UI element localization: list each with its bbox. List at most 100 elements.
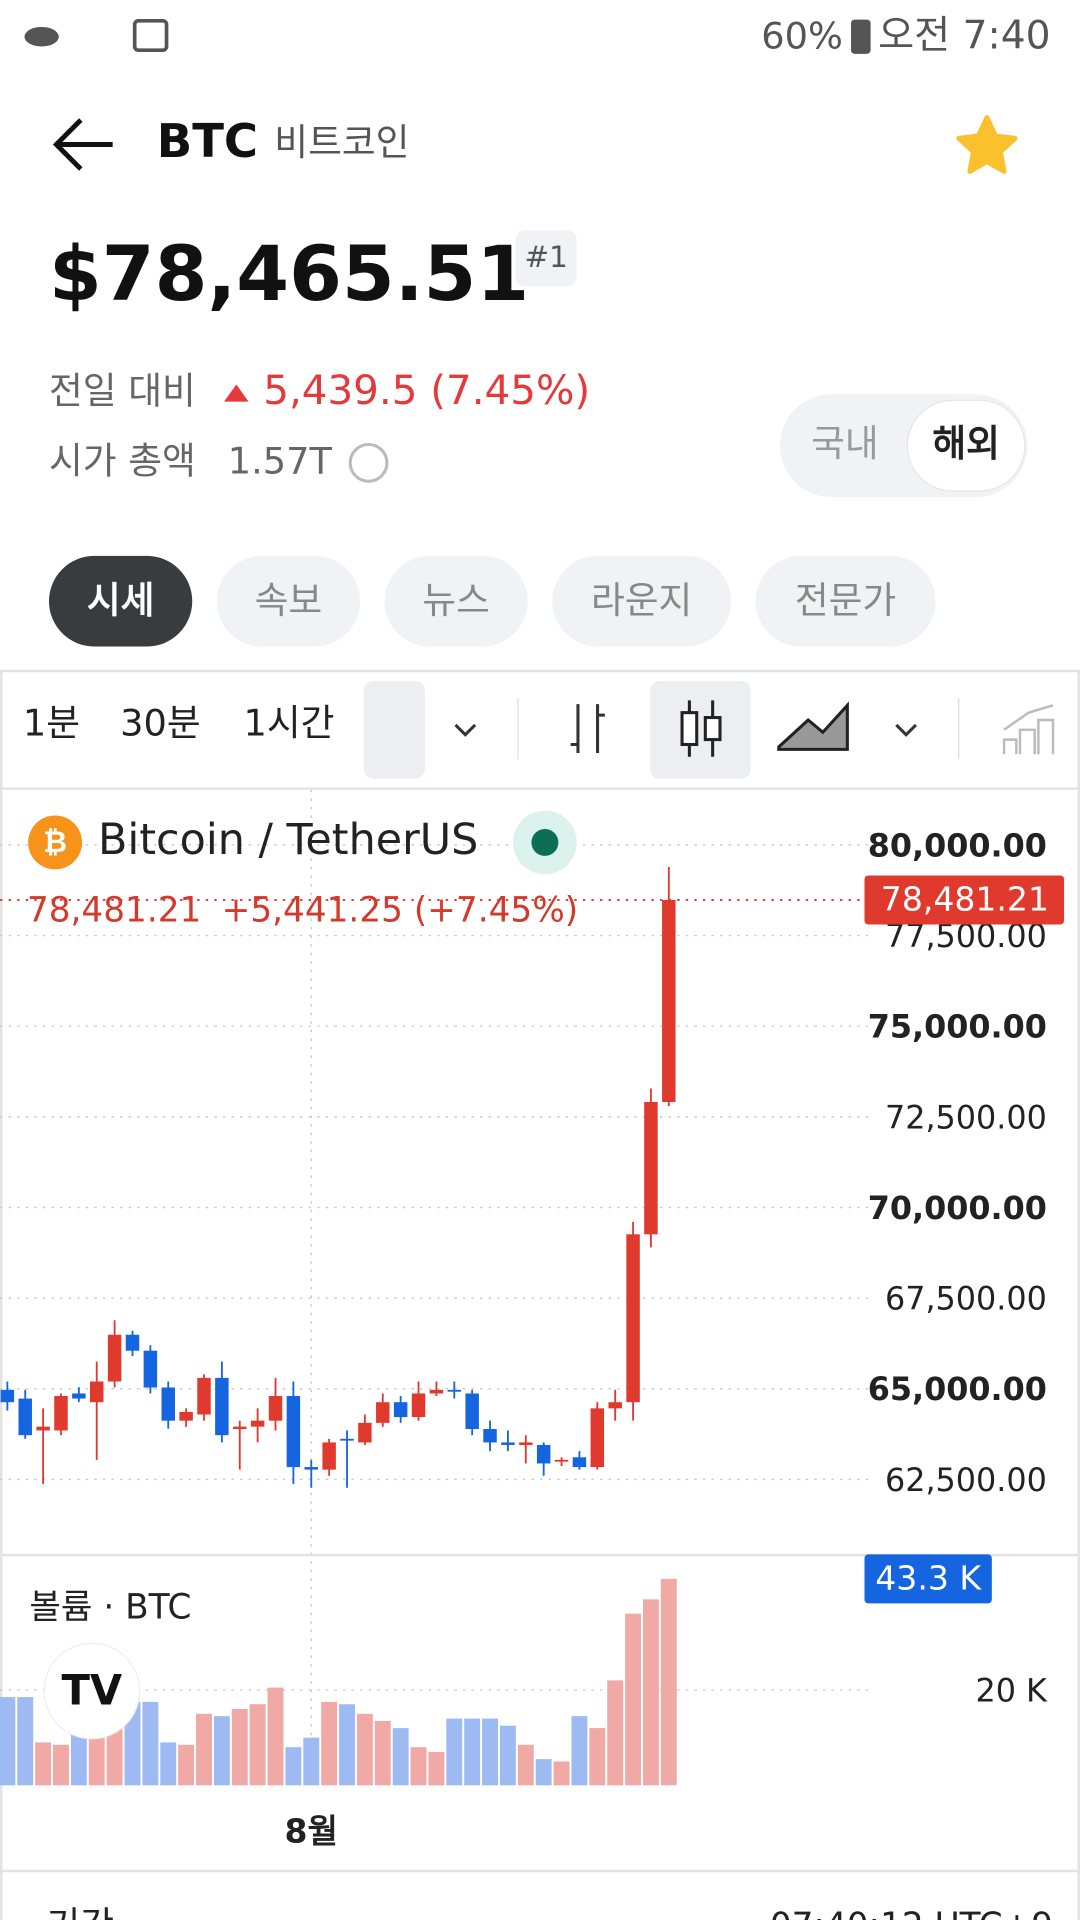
tab-label[interactable]: 뉴스	[422, 579, 490, 622]
candle-body	[411, 1393, 426, 1418]
toggle-knob	[906, 399, 1026, 492]
chart-frame	[0, 669, 1080, 1920]
bar-style-icon[interactable]	[570, 704, 605, 754]
toggle-option[interactable]: 해외	[932, 422, 1000, 465]
candle-body	[662, 899, 676, 1102]
tab[interactable]	[48, 555, 193, 647]
tabs: 시세 속보 뉴스 라운지 전문가	[48, 555, 936, 647]
candle-body	[161, 1387, 175, 1421]
tab[interactable]	[216, 555, 360, 647]
volume-bar	[213, 1716, 230, 1786]
y-tick-label: 65,000.00	[868, 1370, 1047, 1408]
dropdown[interactable]	[454, 723, 477, 737]
candle-body	[90, 1381, 104, 1403]
volume-bar	[517, 1744, 534, 1786]
candle-body	[0, 1389, 15, 1403]
candle-body	[322, 1442, 336, 1470]
indicator-icon[interactable]	[1002, 704, 1055, 755]
dropdown[interactable]	[895, 723, 918, 737]
volume-tag-label: 43.3 K	[875, 1559, 982, 1598]
candle-body	[268, 1396, 283, 1421]
volume-bar	[392, 1728, 409, 1786]
status-bar: 60% 오전 7:40	[24, 13, 1051, 58]
volume-bar	[70, 1732, 87, 1786]
volume-bar	[249, 1704, 266, 1786]
candle-body	[447, 1389, 462, 1392]
candle-style-selected[interactable]	[650, 680, 751, 779]
candle-body	[233, 1426, 247, 1430]
interval[interactable]: 1분	[23, 701, 80, 744]
candle-body	[501, 1442, 515, 1445]
status-dot	[531, 828, 559, 856]
volume-bar	[625, 1613, 642, 1786]
candle-body	[304, 1467, 318, 1470]
area-style-icon[interactable]	[777, 701, 849, 751]
volume-bar	[410, 1747, 427, 1786]
volume-bar	[178, 1744, 195, 1786]
candle-body	[376, 1402, 390, 1423]
period-label: 기간	[47, 1904, 115, 1920]
tab-label[interactable]: 라운지	[591, 579, 692, 622]
battery: 60%	[761, 14, 843, 57]
tab-label[interactable]: 시세	[87, 579, 155, 622]
info-icon[interactable]	[348, 442, 389, 483]
tab[interactable]	[755, 555, 936, 647]
volume-bar	[142, 1701, 159, 1786]
interval[interactable]: 30분	[120, 701, 201, 744]
coin-name: 비트코인	[274, 121, 409, 164]
interval[interactable]: 1시간	[244, 701, 335, 744]
volume-bar	[339, 1704, 355, 1786]
last-price-tag	[864, 875, 1065, 925]
back-button[interactable]	[52, 118, 113, 171]
y-tick-label: 67,500.00	[885, 1280, 1047, 1318]
y-tick-label: 80,000.00	[868, 826, 1047, 864]
tab[interactable]	[552, 555, 732, 647]
volume-bar	[446, 1718, 463, 1786]
change-label: 전일 대비	[49, 370, 196, 413]
favorite-star[interactable]	[956, 115, 1018, 174]
volume-bar	[607, 1680, 624, 1786]
candle-style-icon	[680, 711, 699, 747]
volume-bar	[553, 1761, 570, 1786]
legend-price: 78,481.21	[27, 891, 201, 931]
volume-bar	[535, 1759, 552, 1786]
volume-bar	[124, 1701, 141, 1786]
period-time: 07:40:12 UTC+9	[770, 1906, 1053, 1920]
up-arrow	[224, 384, 249, 402]
volume-bar	[17, 1697, 34, 1786]
chart-title: Bitcoin / TetherUS	[98, 815, 478, 865]
candle-body	[644, 1101, 658, 1235]
candle-body	[18, 1398, 32, 1436]
volume-bar	[571, 1716, 588, 1786]
clock: 오전 7:40	[878, 13, 1051, 58]
candle-body	[215, 1377, 229, 1436]
y-tick-label: 62,500.00	[885, 1461, 1047, 1499]
symbol: BTC	[157, 114, 258, 168]
candle-body	[626, 1234, 640, 1403]
tab[interactable]	[384, 555, 528, 647]
market-cap-label: 시가 총액	[49, 439, 196, 482]
volume-bar	[499, 1725, 516, 1786]
rank: #1	[524, 240, 567, 274]
y-tick-label: 20 K	[975, 1671, 1048, 1709]
tab-label[interactable]: 속보	[255, 579, 323, 622]
volume-title: 볼륨 · BTC	[29, 1587, 191, 1627]
volume-bar	[285, 1747, 302, 1786]
volume-tag	[864, 1554, 992, 1604]
candle-body	[393, 1402, 408, 1418]
tradingview-logo[interactable]	[43, 1642, 141, 1740]
candle-body	[286, 1396, 301, 1468]
toggle-option[interactable]: 국내	[811, 422, 879, 465]
image-icon	[132, 18, 169, 53]
candle-body	[572, 1457, 587, 1468]
candle-body	[608, 1402, 622, 1409]
legend-change: +5,441.25 (+7.45%)	[222, 891, 579, 931]
tab-label[interactable]: 전문가	[795, 579, 896, 622]
interval-selected	[363, 680, 425, 779]
coin-icon	[28, 815, 83, 870]
candle-body	[465, 1393, 479, 1430]
volume-bar	[356, 1713, 373, 1786]
candle-body	[590, 1408, 605, 1468]
y-tick-label: 72,500.00	[885, 1098, 1047, 1136]
